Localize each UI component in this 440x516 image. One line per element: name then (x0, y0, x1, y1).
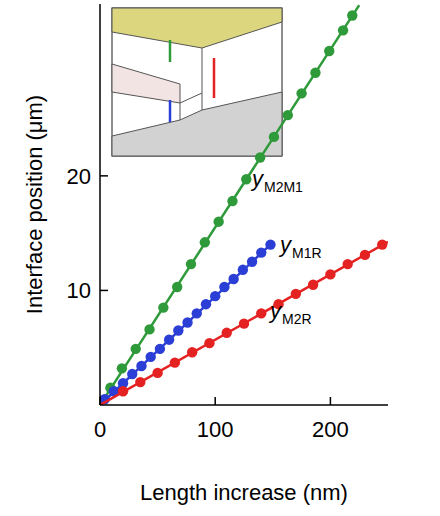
y-tick (100, 290, 108, 292)
point (164, 334, 174, 344)
inset-pink-region (112, 64, 180, 103)
y-axis (99, 4, 101, 405)
point (144, 324, 154, 334)
x-axis (100, 404, 388, 406)
point (324, 46, 334, 56)
point (377, 239, 387, 249)
y-tick-label: 10 (67, 278, 91, 303)
inset-marker (169, 100, 172, 122)
point (255, 152, 265, 162)
point (145, 352, 155, 362)
inset-frame (112, 8, 282, 156)
inset-top-region (112, 8, 282, 48)
x-tick-label: 100 (197, 417, 234, 442)
inset-boundary (202, 48, 203, 110)
point (269, 132, 279, 142)
series-label-main: y (250, 166, 265, 191)
fit-line (100, 242, 273, 405)
point (239, 318, 249, 328)
point (291, 289, 301, 299)
point (182, 317, 192, 327)
inset-marker (213, 58, 216, 98)
x-tick (330, 397, 332, 405)
point (222, 328, 232, 338)
y-tick (100, 175, 108, 177)
inset-boundary (180, 103, 181, 120)
point (131, 344, 141, 354)
point (201, 299, 211, 309)
point (265, 239, 275, 249)
point (136, 361, 146, 371)
fit-line (100, 242, 388, 405)
x-tick-label: 0 (94, 417, 106, 442)
x-tick-label: 200 (312, 417, 349, 442)
point (308, 280, 318, 290)
point (283, 110, 293, 120)
point (296, 88, 306, 98)
point (238, 265, 248, 275)
series-label-subscript: M1R (292, 245, 322, 261)
point (192, 308, 202, 318)
point (310, 68, 320, 78)
point (158, 302, 168, 312)
point (325, 269, 335, 279)
point (213, 216, 223, 226)
point (152, 368, 162, 378)
point (127, 369, 137, 379)
point (135, 377, 145, 387)
chart: 0 100 200 10 20 Length increase (nm) Interface… (0, 0, 440, 516)
point (200, 237, 210, 247)
point (338, 25, 348, 35)
inset-bottom-region (112, 92, 282, 156)
inset-boundary (180, 93, 202, 103)
point (204, 338, 214, 348)
point (247, 257, 257, 267)
series-label: yM2M1 (250, 166, 303, 195)
inset-marker (169, 40, 172, 62)
series-label-subscript: M2M1 (264, 179, 303, 195)
series-label: yM2R (268, 298, 312, 327)
plot-data (100, 5, 388, 405)
series-label-subscript: M2R (282, 311, 312, 327)
point (186, 259, 196, 269)
x-tick (99, 397, 101, 405)
point (155, 344, 165, 354)
inset (112, 8, 282, 156)
y-axis-title: Interface position (μm) (22, 95, 47, 314)
series-label-main: y (278, 232, 293, 257)
series-label: yM1R (278, 232, 322, 261)
point (227, 196, 237, 206)
point (187, 347, 197, 357)
point (118, 386, 128, 396)
point (256, 247, 266, 257)
series-label-main: y (268, 298, 283, 323)
point (219, 282, 229, 292)
x-tick (214, 397, 216, 405)
point (241, 174, 251, 184)
point (342, 259, 352, 269)
fit-line (100, 5, 359, 405)
point (256, 308, 266, 318)
point (347, 10, 357, 20)
point (228, 274, 238, 284)
y-tick-label: 20 (67, 164, 91, 189)
point (117, 363, 127, 373)
x-axis-title: Length increase (nm) (140, 480, 348, 505)
point (360, 250, 370, 260)
point (210, 291, 220, 301)
point (173, 325, 183, 335)
point (172, 282, 182, 292)
point (170, 357, 180, 367)
